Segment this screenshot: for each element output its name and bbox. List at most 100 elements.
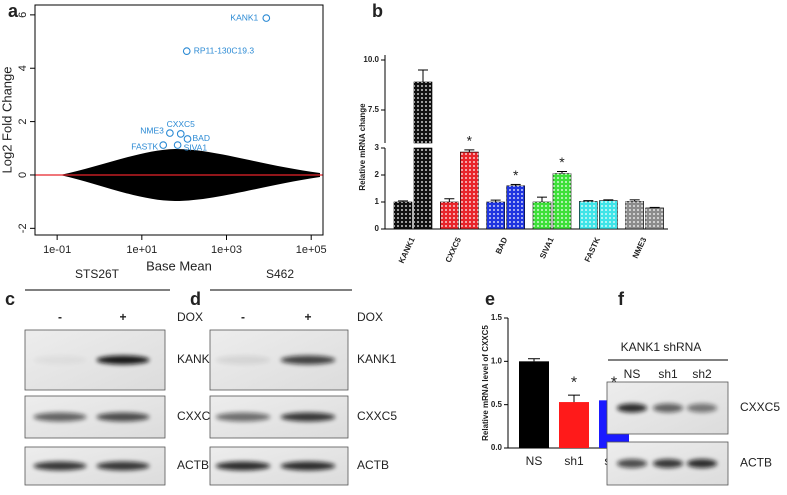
protein-band — [96, 461, 150, 471]
bar-texture — [460, 152, 479, 229]
gene-label: BAD — [193, 133, 210, 143]
x-tick-label: CXXC5 — [444, 235, 464, 263]
protein-band — [280, 412, 336, 422]
protein-band — [215, 461, 271, 471]
y-tick-label: 1.5 — [491, 313, 503, 322]
y-tick-label: 0.0 — [491, 443, 503, 452]
blot-title: KANK1 shRNA — [621, 340, 702, 354]
significance-mark: * — [513, 167, 519, 183]
protein-band — [215, 412, 271, 422]
protein-band — [33, 412, 87, 422]
blot-title: S462 — [266, 267, 294, 281]
y-tick-label: -2 — [17, 223, 29, 233]
bar-texture — [486, 202, 505, 229]
band-label: CXXC5 — [740, 400, 780, 414]
bar-texture — [579, 201, 598, 229]
protein-band — [280, 355, 336, 365]
band-label: CXXC5 — [177, 409, 217, 423]
gene-point — [173, 141, 182, 149]
band-label: KANK1 — [177, 352, 217, 366]
bar-texture — [625, 201, 644, 229]
y-axis-label: Relative mRNA level of CXXC5 — [481, 325, 490, 441]
band-label: ACTB — [177, 458, 209, 472]
protein-band — [652, 459, 684, 468]
y-tick-label: 1.0 — [491, 356, 503, 365]
bar-texture — [394, 202, 412, 229]
protein-band — [686, 403, 718, 413]
bar-texture — [414, 148, 432, 229]
y-tick-label: 6 — [17, 12, 29, 18]
x-tick-label: sh1 — [564, 454, 584, 468]
bar — [559, 402, 589, 448]
lane-label: NS — [624, 367, 641, 381]
protein-band — [96, 355, 150, 365]
protein-band — [96, 412, 150, 422]
x-tick-label: 1e+03 — [211, 244, 242, 256]
y-tick-label: 1 — [375, 197, 380, 206]
gene-point — [159, 141, 168, 149]
band-label: ACTB — [357, 458, 389, 472]
gene-label: KANK1 — [230, 12, 258, 22]
bar-texture — [506, 185, 525, 229]
y-axis-label: Log2 Fold Change — [0, 67, 14, 174]
protein-band — [616, 403, 648, 413]
x-axis-label: Base Mean — [146, 258, 212, 273]
gene-point — [262, 14, 271, 22]
protein-band — [33, 355, 87, 365]
y-tick-label: 0 — [375, 224, 380, 233]
panel-letter: b — [372, 1, 383, 21]
treatment-label: DOX — [357, 310, 383, 324]
significance-mark: * — [571, 374, 577, 391]
lane-label: - — [241, 310, 245, 324]
x-tick-label: NS — [526, 454, 543, 468]
lane-label: + — [119, 310, 126, 324]
protein-band — [616, 459, 648, 468]
x-tick-label: 1e-01 — [43, 244, 71, 256]
bar — [519, 361, 549, 448]
bar-texture — [440, 202, 459, 229]
bar-texture — [553, 173, 571, 229]
x-tick-label: SIVA1 — [538, 235, 556, 260]
y-tick-label: 4 — [17, 65, 29, 71]
panel-letter: e — [485, 289, 495, 309]
protein-band — [215, 355, 271, 365]
bar-texture — [599, 200, 618, 229]
plot-frame — [34, 4, 324, 236]
y-tick-label: 10.0 — [363, 55, 379, 64]
x-tick-label: 1e+01 — [126, 244, 157, 256]
bar-texture — [533, 202, 551, 229]
protein-band — [652, 403, 684, 413]
band-label: CXXC5 — [357, 409, 397, 423]
gene-point — [183, 135, 192, 143]
gene-label: NME3 — [140, 125, 164, 135]
panel-letter: a — [8, 1, 19, 21]
y-tick-label: 7.5 — [368, 105, 380, 114]
y-tick-label: 3 — [375, 143, 380, 152]
gene-label: CXXC5 — [167, 119, 196, 129]
y-tick-label: 2 — [375, 170, 380, 179]
x-tick-label: FASTK — [583, 236, 602, 264]
protein-band — [686, 459, 718, 468]
gene-label: FASTK — [131, 141, 158, 151]
significance-mark: * — [559, 154, 565, 170]
panel-letter: d — [190, 289, 201, 309]
lane-label: sh2 — [692, 367, 712, 381]
gene-point — [182, 47, 191, 56]
y-tick-label: 0 — [17, 172, 29, 178]
y-axis-label: Relative mRNA change — [358, 103, 367, 191]
y-tick-label: 2 — [17, 119, 29, 125]
bar-texture — [414, 82, 432, 143]
bar-texture — [645, 207, 664, 229]
protein-band — [280, 461, 336, 471]
x-tick-label: 1e+05 — [296, 244, 327, 256]
lane-label: sh1 — [658, 367, 678, 381]
gene-point — [166, 129, 174, 137]
x-tick-label: NME3 — [631, 235, 649, 259]
gene-point — [176, 130, 185, 138]
lane-label: + — [304, 310, 311, 324]
x-tick-label: KANK1 — [397, 235, 417, 264]
panel-letter: c — [5, 289, 15, 309]
significance-mark: * — [467, 133, 473, 149]
treatment-label: DOX — [177, 310, 203, 324]
